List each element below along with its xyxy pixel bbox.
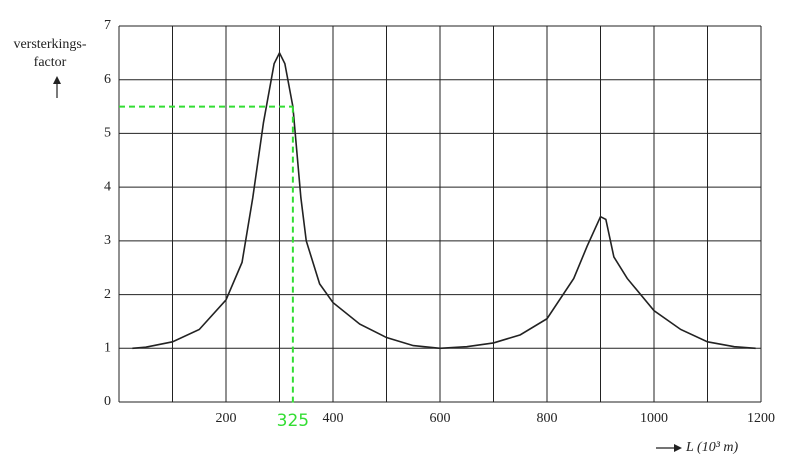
marker-label: 325 <box>277 411 309 431</box>
y-tick-label: 0 <box>104 394 111 409</box>
y-tick-label: 7 <box>104 18 111 33</box>
curve <box>132 51 756 350</box>
y-axis-label: factor <box>34 55 67 70</box>
x-tick-label: 600 <box>430 411 451 426</box>
x-tick-label: 1200 <box>747 411 775 426</box>
x-axis-arrowhead <box>674 444 682 452</box>
y-axis-label: versterkings- <box>13 37 86 52</box>
y-tick-label: 4 <box>104 179 111 194</box>
x-tick-label: 200 <box>216 411 237 426</box>
y-tick-label: 1 <box>104 341 111 356</box>
x-axis-label: L (10³ m) <box>685 440 739 455</box>
x-tick-label: 400 <box>323 411 344 426</box>
y-tick-label: 6 <box>104 72 111 87</box>
x-tick-label: 800 <box>537 411 558 426</box>
y-axis-arrowhead <box>53 76 61 84</box>
y-tick-label: 2 <box>104 287 111 302</box>
x-tick-label: 1000 <box>640 411 668 426</box>
y-tick-label: 3 <box>104 233 111 248</box>
y-tick-label: 5 <box>104 126 111 141</box>
